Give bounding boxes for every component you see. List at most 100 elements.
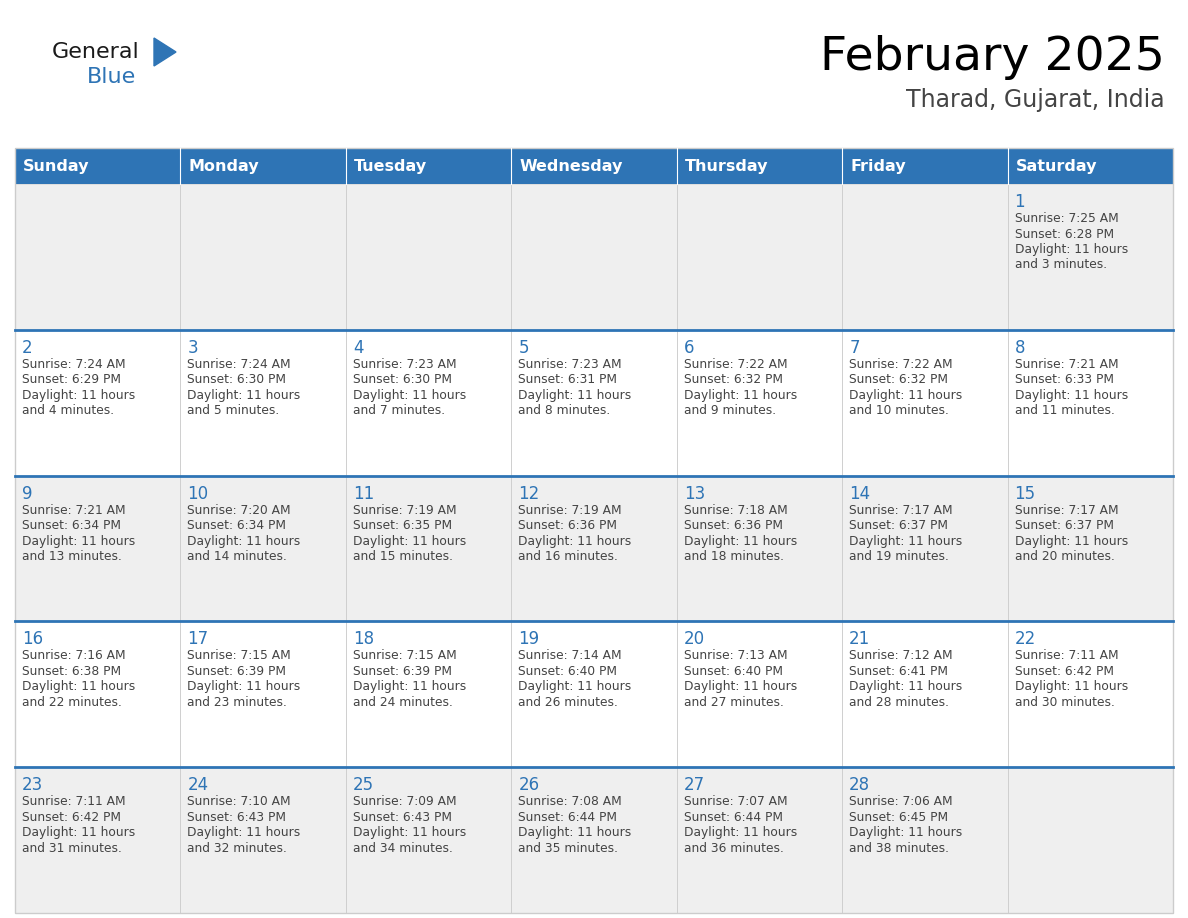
Text: Sunset: 6:30 PM: Sunset: 6:30 PM <box>188 374 286 386</box>
Text: and 5 minutes.: and 5 minutes. <box>188 404 279 418</box>
Bar <box>677 476 842 621</box>
Text: 22: 22 <box>1015 631 1036 648</box>
Text: 5: 5 <box>518 339 529 357</box>
Bar <box>842 148 1007 184</box>
Text: Sunrise: 7:24 AM: Sunrise: 7:24 AM <box>23 358 126 371</box>
Text: and 27 minutes.: and 27 minutes. <box>684 696 784 709</box>
Bar <box>511 767 677 913</box>
Text: and 22 minutes.: and 22 minutes. <box>23 696 122 709</box>
Text: 24: 24 <box>188 777 209 794</box>
Bar <box>15 621 181 767</box>
Text: Daylight: 11 hours: Daylight: 11 hours <box>684 534 797 548</box>
Text: 2: 2 <box>23 339 32 357</box>
Text: 21: 21 <box>849 631 871 648</box>
Text: 11: 11 <box>353 485 374 502</box>
Text: and 8 minutes.: and 8 minutes. <box>518 404 611 418</box>
Text: Sunrise: 7:21 AM: Sunrise: 7:21 AM <box>23 504 126 517</box>
Bar <box>677 148 842 184</box>
Text: Sunrise: 7:19 AM: Sunrise: 7:19 AM <box>353 504 456 517</box>
Text: Daylight: 11 hours: Daylight: 11 hours <box>849 534 962 548</box>
Text: and 20 minutes.: and 20 minutes. <box>1015 550 1114 563</box>
Text: 12: 12 <box>518 485 539 502</box>
Text: Sunset: 6:36 PM: Sunset: 6:36 PM <box>684 519 783 532</box>
Text: Sunrise: 7:07 AM: Sunrise: 7:07 AM <box>684 795 788 808</box>
Text: Sunset: 6:41 PM: Sunset: 6:41 PM <box>849 665 948 677</box>
Text: Sunset: 6:37 PM: Sunset: 6:37 PM <box>1015 519 1113 532</box>
Text: and 4 minutes.: and 4 minutes. <box>23 404 114 418</box>
Text: Daylight: 11 hours: Daylight: 11 hours <box>518 534 632 548</box>
Bar <box>1007 330 1173 476</box>
Text: Daylight: 11 hours: Daylight: 11 hours <box>849 389 962 402</box>
Text: Daylight: 11 hours: Daylight: 11 hours <box>23 826 135 839</box>
Text: and 15 minutes.: and 15 minutes. <box>353 550 453 563</box>
Text: Daylight: 11 hours: Daylight: 11 hours <box>1015 680 1127 693</box>
Text: 17: 17 <box>188 631 209 648</box>
Bar <box>181 148 346 184</box>
Text: and 9 minutes.: and 9 minutes. <box>684 404 776 418</box>
Bar <box>842 184 1007 330</box>
Text: 19: 19 <box>518 631 539 648</box>
Text: Monday: Monday <box>189 159 259 174</box>
Text: Sunrise: 7:21 AM: Sunrise: 7:21 AM <box>1015 358 1118 371</box>
Bar <box>346 476 511 621</box>
Text: Daylight: 11 hours: Daylight: 11 hours <box>684 389 797 402</box>
Bar <box>1007 184 1173 330</box>
Text: Sunrise: 7:06 AM: Sunrise: 7:06 AM <box>849 795 953 808</box>
Text: Daylight: 11 hours: Daylight: 11 hours <box>518 826 632 839</box>
Text: 27: 27 <box>684 777 704 794</box>
Text: Daylight: 11 hours: Daylight: 11 hours <box>684 826 797 839</box>
Text: Daylight: 11 hours: Daylight: 11 hours <box>188 389 301 402</box>
Text: Daylight: 11 hours: Daylight: 11 hours <box>518 680 632 693</box>
Text: Sunday: Sunday <box>23 159 89 174</box>
Bar <box>181 476 346 621</box>
Bar <box>677 330 842 476</box>
Text: 18: 18 <box>353 631 374 648</box>
Text: Sunrise: 7:14 AM: Sunrise: 7:14 AM <box>518 649 621 663</box>
Text: Sunrise: 7:19 AM: Sunrise: 7:19 AM <box>518 504 621 517</box>
Text: Daylight: 11 hours: Daylight: 11 hours <box>188 534 301 548</box>
Text: Sunrise: 7:24 AM: Sunrise: 7:24 AM <box>188 358 291 371</box>
Text: Daylight: 11 hours: Daylight: 11 hours <box>849 680 962 693</box>
Text: Sunset: 6:43 PM: Sunset: 6:43 PM <box>188 811 286 823</box>
Text: 15: 15 <box>1015 485 1036 502</box>
Text: General: General <box>52 42 140 62</box>
Bar <box>842 621 1007 767</box>
Bar <box>181 184 346 330</box>
Text: 26: 26 <box>518 777 539 794</box>
Text: Sunset: 6:39 PM: Sunset: 6:39 PM <box>353 665 451 677</box>
Text: 28: 28 <box>849 777 871 794</box>
Bar <box>346 330 511 476</box>
Text: Sunset: 6:34 PM: Sunset: 6:34 PM <box>188 519 286 532</box>
Text: and 34 minutes.: and 34 minutes. <box>353 842 453 855</box>
Text: Tharad, Gujarat, India: Tharad, Gujarat, India <box>906 88 1165 112</box>
Text: 10: 10 <box>188 485 209 502</box>
Bar <box>181 621 346 767</box>
Text: Sunrise: 7:09 AM: Sunrise: 7:09 AM <box>353 795 456 808</box>
Text: Sunset: 6:28 PM: Sunset: 6:28 PM <box>1015 228 1113 241</box>
Text: and 16 minutes.: and 16 minutes. <box>518 550 618 563</box>
Text: Sunrise: 7:20 AM: Sunrise: 7:20 AM <box>188 504 291 517</box>
Text: Sunset: 6:36 PM: Sunset: 6:36 PM <box>518 519 618 532</box>
Text: Sunrise: 7:15 AM: Sunrise: 7:15 AM <box>353 649 456 663</box>
Bar <box>842 476 1007 621</box>
Text: Sunrise: 7:11 AM: Sunrise: 7:11 AM <box>23 795 126 808</box>
Text: Sunset: 6:35 PM: Sunset: 6:35 PM <box>353 519 451 532</box>
Bar <box>15 148 181 184</box>
Text: 3: 3 <box>188 339 198 357</box>
Text: Daylight: 11 hours: Daylight: 11 hours <box>188 680 301 693</box>
Text: Sunset: 6:39 PM: Sunset: 6:39 PM <box>188 665 286 677</box>
Text: and 30 minutes.: and 30 minutes. <box>1015 696 1114 709</box>
Text: Sunset: 6:40 PM: Sunset: 6:40 PM <box>518 665 618 677</box>
Text: Wednesday: Wednesday <box>519 159 623 174</box>
Text: February 2025: February 2025 <box>820 36 1165 81</box>
Text: Sunset: 6:38 PM: Sunset: 6:38 PM <box>23 665 121 677</box>
Text: Daylight: 11 hours: Daylight: 11 hours <box>518 389 632 402</box>
Bar <box>511 476 677 621</box>
Text: Sunrise: 7:10 AM: Sunrise: 7:10 AM <box>188 795 291 808</box>
Text: Sunset: 6:43 PM: Sunset: 6:43 PM <box>353 811 451 823</box>
Bar <box>1007 767 1173 913</box>
Text: Sunrise: 7:25 AM: Sunrise: 7:25 AM <box>1015 212 1118 225</box>
Text: and 26 minutes.: and 26 minutes. <box>518 696 618 709</box>
Text: Sunset: 6:45 PM: Sunset: 6:45 PM <box>849 811 948 823</box>
Text: Daylight: 11 hours: Daylight: 11 hours <box>1015 389 1127 402</box>
